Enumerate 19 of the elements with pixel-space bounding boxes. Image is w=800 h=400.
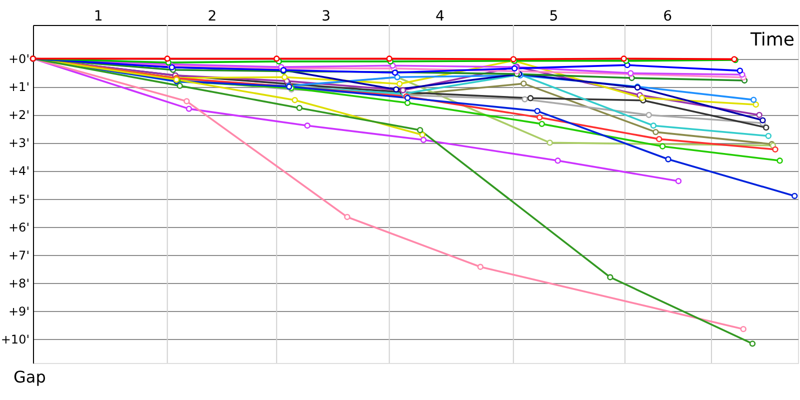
y-tick-label: +0' [8, 52, 30, 66]
x-tick-label: 5 [549, 8, 558, 24]
y-tick-label: +4' [8, 164, 30, 178]
y-tick-label: +3' [8, 136, 30, 150]
x-axis-title: Time [749, 30, 794, 50]
y-tick-label: +2' [8, 108, 30, 122]
y-tick-label: +8' [8, 276, 30, 290]
x-tick-label: 3 [322, 8, 331, 24]
y-tick-label: +9' [8, 304, 30, 318]
x-tick-label: 1 [94, 8, 103, 24]
x-tick-label: 2 [208, 8, 217, 24]
y-tick-label: +5' [8, 192, 30, 206]
y-axis-title: Gap [14, 368, 46, 386]
y-tick-label: +7' [8, 248, 30, 262]
y-tick-label: +6' [8, 220, 30, 234]
y-tick-label: +1' [8, 80, 30, 94]
x-tick-label: 6 [663, 8, 672, 24]
y-tick-label: +10' [0, 332, 30, 346]
x-tick-label: 4 [435, 8, 444, 24]
